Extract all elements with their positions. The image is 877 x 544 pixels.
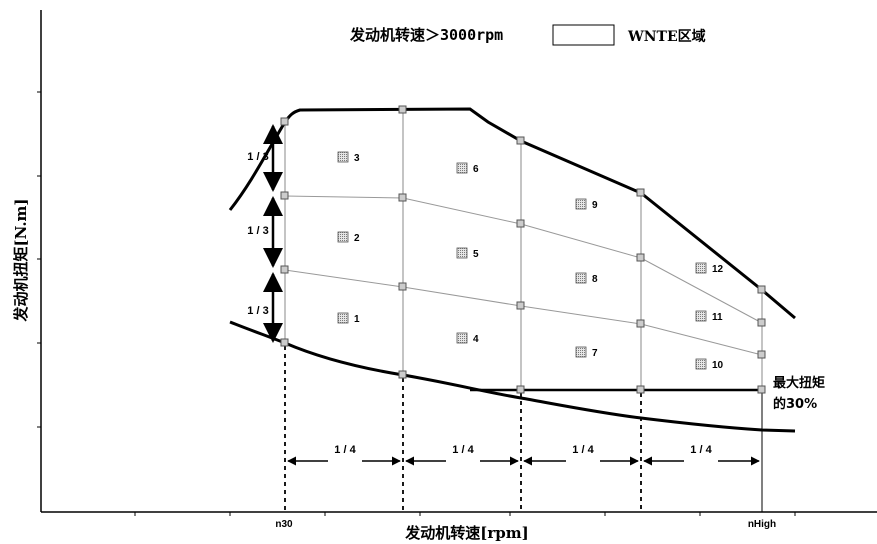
- vertical-fraction-1: 1 / 3: [247, 151, 268, 163]
- legend-condition: 发动机转速＞3000rpm: [349, 26, 503, 44]
- cell-label-9: 9: [592, 200, 598, 211]
- cell-label-6: 6: [473, 164, 479, 175]
- y-axis-ticks: [37, 91, 41, 428]
- cell-label-11: 11: [712, 312, 723, 323]
- cell-label-7: 7: [592, 348, 598, 359]
- annotation-line-1: 最大扭矩: [773, 375, 825, 391]
- legend-swatch: [552, 24, 615, 46]
- vertical-fraction-3: 1 / 3: [247, 305, 268, 317]
- annotation-line-2: 的30%: [773, 396, 817, 412]
- vertical-fraction-2: 1 / 3: [247, 225, 268, 237]
- cell-label-5: 5: [473, 249, 479, 260]
- cell-label-8: 8: [592, 274, 598, 285]
- cell-markers: [337, 151, 707, 370]
- legend-zone-label: WNTE区域: [627, 28, 706, 45]
- cell-label-3: 3: [354, 153, 360, 164]
- x-tick-n30: n30: [275, 519, 293, 530]
- horizontal-fraction-3: 1 / 4: [572, 444, 594, 456]
- x-tick-nhigh: nHigh: [748, 519, 776, 530]
- cell-label-1: 1: [354, 314, 360, 325]
- cell-label-12: 12: [712, 264, 724, 275]
- cell-label-2: 2: [354, 233, 360, 244]
- drop-lines: [284, 346, 642, 512]
- x-axis-ticks: [134, 512, 796, 516]
- grid-verticals: [284, 110, 763, 390]
- horizontal-fraction-2: 1 / 4: [452, 444, 474, 456]
- x-axis-label: 发动机转速[rpm]: [404, 524, 528, 542]
- horizontal-fraction-4: 1 / 4: [690, 444, 712, 456]
- horizontal-fraction-1: 1 / 4: [334, 444, 356, 456]
- y-axis-label: 发动机扭矩[N.m]: [12, 198, 30, 322]
- min-torque-curve: [229, 320, 796, 433]
- node-markers: [280, 105, 766, 394]
- cell-label-4: 4: [473, 334, 479, 345]
- max-torque-curve: [228, 107, 796, 320]
- cell-label-10: 10: [712, 360, 724, 371]
